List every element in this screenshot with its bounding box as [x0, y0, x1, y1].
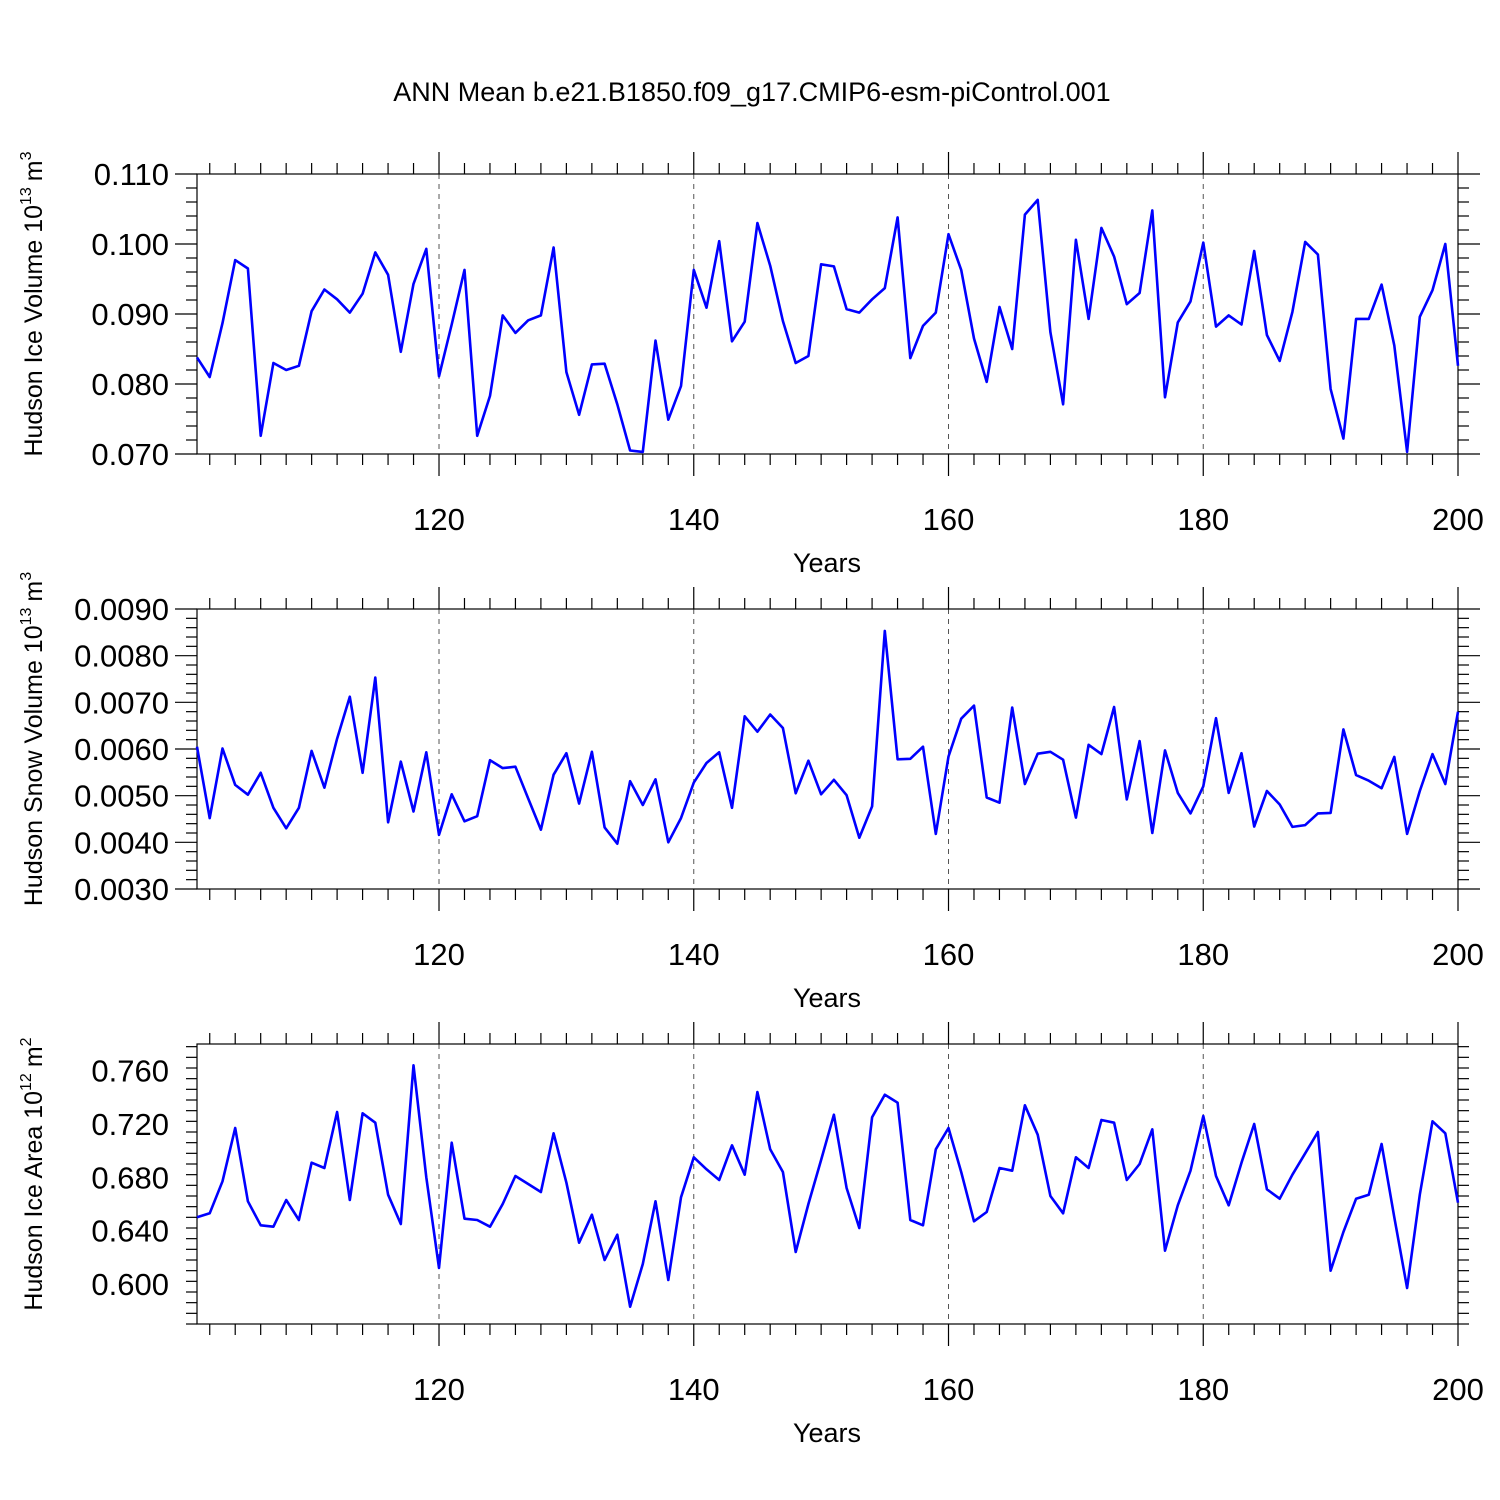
- snow-volume-ylabel-exponent: 13: [18, 607, 35, 625]
- snow-volume-xtick-label-1: 140: [668, 937, 720, 972]
- ice-area-ylabel-unit-exponent: 2: [18, 1037, 35, 1046]
- ice-area-ytick-label-0: 0.600: [91, 1267, 169, 1302]
- panel-ice-area: 0.600 0.640 0.680 0.720 0.760 120 140 160 180 200…: [18, 1022, 1484, 1448]
- ice-area-y-axis-label: Hudson Ice Area 1012 m2: [18, 1037, 48, 1310]
- figure-title: ANN Mean b.e21.B1850.f09_g17.CMIP6-esm-p…: [393, 77, 1110, 107]
- ice-area-ytick-label-4: 0.760: [91, 1054, 169, 1089]
- snow-volume-plot-frame: [196, 608, 1459, 890]
- ice-volume-ytick-label-0: 0.070: [91, 437, 169, 472]
- snow-volume-xtick-label-4: 200: [1432, 937, 1484, 972]
- snow-volume-ytick-label-0: 0.0030: [74, 872, 169, 907]
- ice-area-ytick-label-2: 0.680: [91, 1160, 169, 1195]
- ice-area-ylabel-exponent: 12: [18, 1073, 35, 1091]
- panel-ice-volume: 0.070 0.080 0.090 0.100 0.110 120 140 160 180 200…: [18, 151, 1484, 578]
- ice-volume-y-axis-label: Hudson Ice Volume 1013 m3: [18, 151, 48, 456]
- snow-volume-ylabel-unit-exponent: 3: [18, 572, 35, 581]
- ice-volume-ytick-label-3: 0.100: [91, 227, 169, 262]
- ice-area-xtick-label-0: 120: [413, 1372, 465, 1407]
- snow-volume-ytick-label-5: 0.0080: [74, 639, 169, 674]
- snow-volume-ytick-label-4: 0.0070: [74, 685, 169, 720]
- ice-volume-xtick-label-1: 140: [668, 502, 720, 537]
- ice-area-xtick-label-3: 180: [1177, 1372, 1229, 1407]
- ice-volume-x-axis-label: Years: [793, 548, 861, 578]
- ice-area-series-line: [196, 1064, 1460, 1308]
- ice-area-xtick-label-1: 140: [668, 1372, 720, 1407]
- snow-volume-ytick-label-1: 0.0040: [74, 825, 169, 860]
- ice-area-ylabel-main: Hudson Ice Area 10: [20, 1091, 48, 1311]
- ice-area-ytick-label-3: 0.720: [91, 1107, 169, 1142]
- ice-volume-xtick-label-3: 180: [1177, 502, 1229, 537]
- snow-volume-ytick-label-6: 0.0090: [74, 592, 169, 627]
- ice-volume-series-line: [195, 198, 1460, 454]
- ice-area-xtick-label-2: 160: [923, 1372, 975, 1407]
- ice-volume-ylabel-unit: m: [20, 160, 48, 181]
- snow-volume-ylabel-unit: m: [20, 581, 48, 602]
- ice-volume-ytick-label-4: 0.110: [94, 157, 169, 192]
- snow-volume-x-axis-label: Years: [793, 983, 861, 1013]
- ice-volume-xtick-label-2: 160: [923, 502, 975, 537]
- ice-area-ylabel-unit: m: [20, 1046, 48, 1067]
- snow-volume-series-line: [195, 629, 1460, 846]
- ice-volume-xtick-label-0: 120: [413, 502, 465, 537]
- ice-volume-xtick-label-4: 200: [1432, 502, 1484, 537]
- ice-volume-ylabel-main: Hudson Ice Volume 10: [20, 205, 48, 457]
- snow-volume-ytick-label-2: 0.0050: [74, 779, 169, 814]
- snow-volume-y-axis-label: Hudson Snow Volume 1013 m3: [18, 572, 48, 906]
- ice-volume-ytick-label-1: 0.080: [91, 367, 169, 402]
- ice-volume-ylabel-exponent: 13: [18, 187, 35, 205]
- ice-area-x-axis-label: Years: [793, 1418, 861, 1448]
- ice-area-xtick-label-4: 200: [1432, 1372, 1484, 1407]
- ice-volume-ylabel-unit-exponent: 3: [18, 151, 35, 160]
- snow-volume-ytick-label-3: 0.0060: [74, 732, 169, 767]
- snow-volume-xtick-label-3: 180: [1177, 937, 1229, 972]
- ice-area-plot-frame: [196, 1043, 1459, 1325]
- ice-volume-ytick-label-2: 0.090: [91, 297, 169, 332]
- snow-volume-xtick-label-0: 120: [413, 937, 465, 972]
- snow-volume-ylabel-main: Hudson Snow Volume 10: [20, 625, 48, 906]
- panel-snow-volume: 0.0030 0.0040 0.0050 0.0060 0.0070 0.0080 0.00…: [18, 572, 1484, 1013]
- ice-volume-plot-frame: [196, 173, 1459, 455]
- ice-area-ytick-label-1: 0.640: [91, 1214, 169, 1249]
- snow-volume-xtick-label-2: 160: [923, 937, 975, 972]
